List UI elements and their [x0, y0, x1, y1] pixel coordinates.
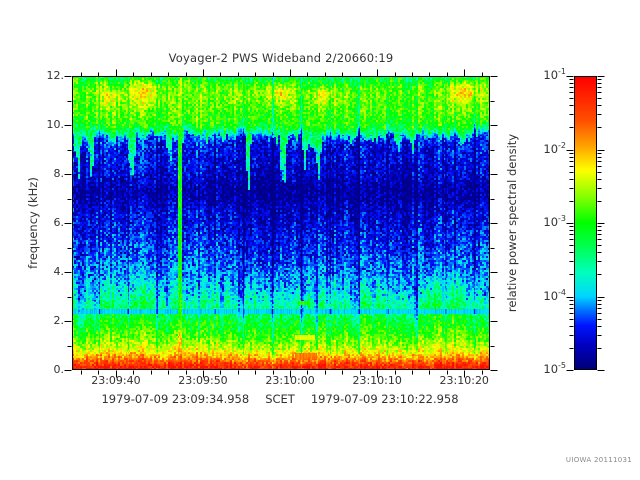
x-tick-label: 23:10:10 [352, 374, 402, 387]
y-tick-label: 2. [53, 314, 65, 327]
spectrogram-image [72, 76, 490, 370]
colorbar-tick-label: 10-1 [543, 67, 566, 82]
y-tick-label: 6. [53, 216, 65, 229]
x-tick-label: 23:09:50 [178, 374, 228, 387]
credit-text: UIOWA 20111031 [565, 456, 632, 464]
scet-end-timestamp: 1979-07-09 23:10:22.958 [310, 392, 459, 406]
colorbar-tick-label: 10-3 [543, 214, 566, 229]
colorbar-tick-label: 10-4 [543, 287, 566, 303]
y-tick-label: 0. [53, 363, 65, 376]
x-tick-label: 23:10:00 [265, 374, 315, 387]
y-tick-label: 4. [53, 265, 65, 278]
x-tick-label: 23:09:40 [91, 374, 141, 387]
time-range-line: 1979-07-09 23:09:34.958 SCET 1979-07-09 … [52, 392, 508, 406]
colorbar-tick-label: 10-5 [543, 361, 566, 376]
scet-axis-label: SCET [265, 392, 295, 406]
colorbar-title: relative power spectral density [505, 133, 519, 313]
y-tick-label: 10. [46, 118, 65, 131]
chart-title: Voyager-2 PWS Wideband 2/20660:19 [168, 51, 394, 65]
y-tick-label: 12. [46, 69, 65, 82]
colorbar-tick-label: 10-2 [543, 140, 566, 156]
y-tick-label: 8. [53, 167, 65, 180]
scet-start-timestamp: 1979-07-09 23:09:34.958 [101, 392, 250, 406]
x-tick-label: 23:10:20 [439, 374, 489, 387]
colorbar-gradient [574, 76, 597, 370]
